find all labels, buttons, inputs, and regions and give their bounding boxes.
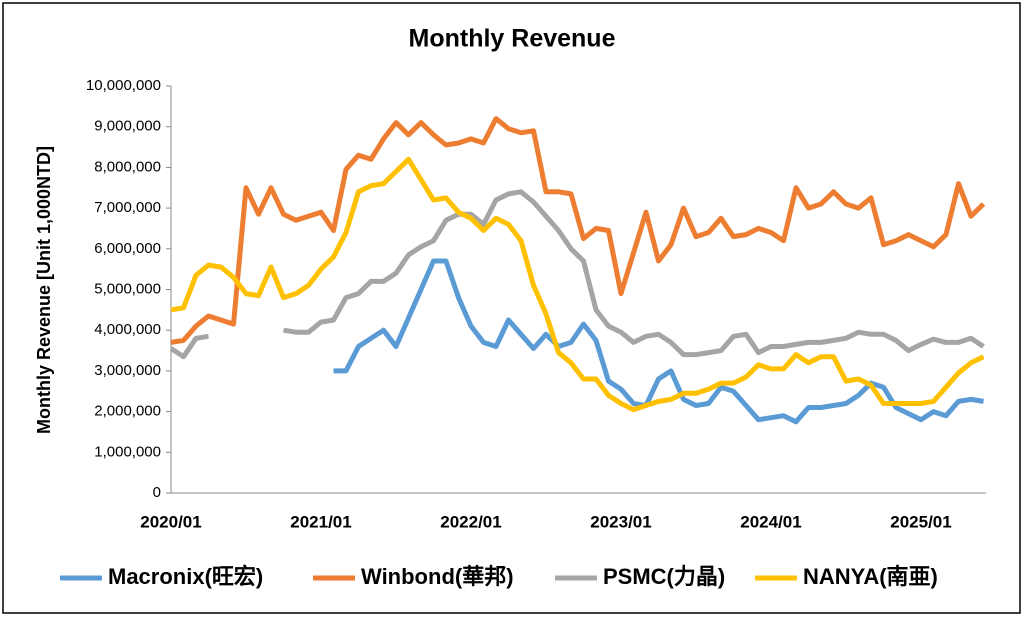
series-line bbox=[170, 156, 985, 413]
legend-label: PSMC(力晶) bbox=[603, 564, 725, 589]
series-line bbox=[333, 258, 984, 425]
x-tick-label: 2025/01 bbox=[890, 512, 951, 531]
series-line bbox=[170, 116, 986, 345]
y-tick-label: 10,000,000 bbox=[86, 77, 161, 94]
y-tick-label: 5,000,000 bbox=[94, 280, 161, 297]
legend-label: Macronix(旺宏) bbox=[108, 564, 263, 589]
x-tick-label: 2024/01 bbox=[740, 512, 801, 531]
y-tick-label: 7,000,000 bbox=[94, 199, 161, 216]
series-line bbox=[169, 189, 985, 360]
y-tick-label: 2,000,000 bbox=[94, 403, 161, 420]
y-tick-label: 1,000,000 bbox=[94, 443, 161, 460]
y-tick-label: 4,000,000 bbox=[94, 321, 161, 338]
legend-label: Winbond(華邦) bbox=[361, 564, 514, 589]
y-tick-label: 0 bbox=[153, 484, 161, 501]
y-tick-label: 9,000,000 bbox=[94, 118, 161, 135]
y-tick-label: 3,000,000 bbox=[94, 362, 161, 379]
x-tick-label: 2022/01 bbox=[440, 512, 501, 531]
y-axis-title: Monthly Revenue [Unit 1,000NTD] bbox=[34, 146, 54, 434]
x-tick-label: 2020/01 bbox=[140, 512, 201, 531]
x-tick-label: 2023/01 bbox=[590, 512, 651, 531]
chart-title: Monthly Revenue bbox=[409, 25, 616, 53]
y-tick-label: 6,000,000 bbox=[94, 240, 161, 257]
y-tick-label: 8,000,000 bbox=[94, 158, 161, 175]
x-tick-label: 2021/01 bbox=[290, 512, 351, 531]
legend-label: NANYA(南亜) bbox=[803, 564, 938, 589]
